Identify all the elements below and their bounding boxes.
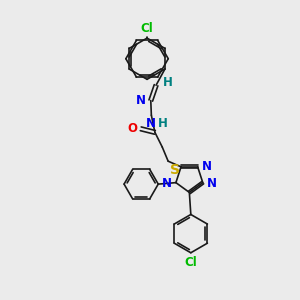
- Text: O: O: [128, 122, 138, 135]
- Text: N: N: [207, 177, 217, 190]
- Text: Cl: Cl: [184, 256, 197, 269]
- Text: N: N: [146, 117, 156, 130]
- Text: N: N: [202, 160, 212, 173]
- Text: Cl: Cl: [141, 22, 153, 34]
- Text: H: H: [163, 76, 172, 89]
- Text: N: N: [136, 94, 146, 107]
- Text: S: S: [170, 163, 181, 177]
- Text: N: N: [162, 177, 172, 190]
- Text: H: H: [158, 117, 168, 130]
